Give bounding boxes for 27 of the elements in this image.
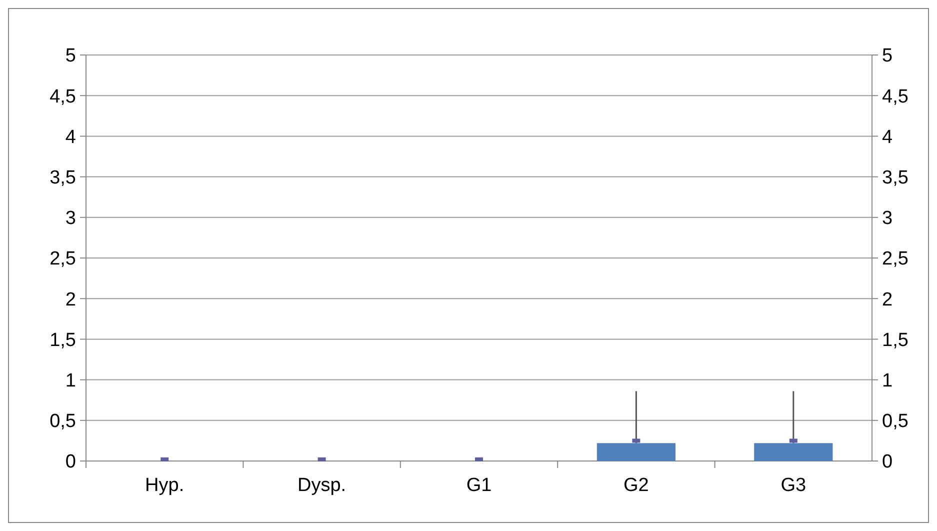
y-tick-label: 1 <box>65 370 76 392</box>
x-tick-label: Hyp. <box>145 475 184 496</box>
x-tick-label: G2 <box>624 475 649 496</box>
y2-tick-label: 2 <box>882 289 893 310</box>
y-tick-label: 3 <box>65 208 76 230</box>
x-tick-label: Dysp. <box>298 475 346 496</box>
y-tick-label: 5 <box>65 46 76 67</box>
y2-tick-label: 0,5 <box>882 411 908 432</box>
y2-tick-label: 4,5 <box>882 86 908 108</box>
y-tick-label: 1,5 <box>50 330 76 351</box>
y2-tick-label: 1 <box>882 370 893 392</box>
y2-tick-label: 3 <box>882 208 893 230</box>
y-tick-label: 4 <box>65 126 76 148</box>
y-tick-label: 2 <box>65 289 76 310</box>
y2-tick-label: 5 <box>882 46 893 67</box>
y2-tick-label: 3,5 <box>882 167 908 188</box>
y-tick-label: 0 <box>65 452 76 473</box>
y2-tick-label: 4 <box>882 126 893 148</box>
x-tick-label: G3 <box>780 475 806 496</box>
x-tick-label: G1 <box>466 475 492 496</box>
y-tick-label: 3,5 <box>50 167 76 188</box>
y-tick-label: 4,5 <box>50 86 76 108</box>
y2-tick-label: 0 <box>882 452 893 473</box>
y-tick-label: 2,5 <box>50 248 76 270</box>
y2-tick-label: 1,5 <box>882 330 908 351</box>
y-tick-label: 0,5 <box>50 411 76 432</box>
y2-tick-label: 2,5 <box>882 248 908 270</box>
